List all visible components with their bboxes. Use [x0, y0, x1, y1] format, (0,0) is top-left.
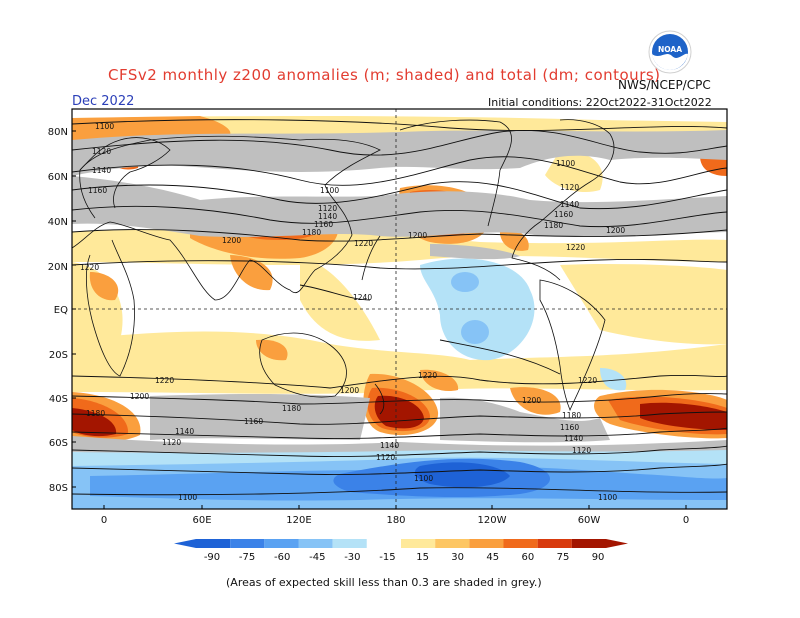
- contour-label-s1100: 1100: [414, 474, 433, 483]
- lon-tick-labels: 0 60E 120E 180 120W 60W 0: [101, 515, 689, 526]
- lat-20s: 20S: [49, 350, 68, 361]
- contour-label-s1140: 1140: [175, 427, 194, 436]
- noaa-logo-text: NOAA: [658, 45, 682, 54]
- lat-60n: 60N: [48, 172, 68, 183]
- contour-label-1140: 1140: [92, 166, 111, 175]
- contour-lines: [72, 119, 727, 496]
- lat-40n: 40N: [48, 217, 68, 228]
- contour-label-1220c: 1220: [566, 243, 585, 252]
- lon-0: 0: [101, 515, 107, 526]
- contour-label-s1120c: 1120: [572, 446, 591, 455]
- lat-40s: 40S: [49, 394, 68, 405]
- contour-label-1220: 1220: [354, 239, 373, 248]
- map-title: CFSv2 monthly z200 anomalies (m; shaded)…: [108, 66, 661, 84]
- contour-label-s1140c: 1140: [564, 434, 583, 443]
- contour-label-1100c: 1100: [556, 159, 575, 168]
- lat-20n: 20N: [48, 262, 68, 273]
- skill-footnote: (Areas of expected skill less than 0.3 a…: [226, 576, 542, 589]
- contour-label-s1180b: 1180: [282, 404, 301, 413]
- negative-anomaly-light: [420, 258, 627, 391]
- contour-labels: 1100 1120 1140 1160 1100 1120 1140 1160 …: [80, 122, 625, 502]
- contour-label-1140c: 1140: [560, 200, 579, 209]
- contour-label-1160: 1160: [88, 186, 107, 195]
- noaa-logo: NOAA: [648, 30, 692, 74]
- initial-conditions: Initial conditions: 22Oct2022-31Oct2022: [488, 96, 712, 109]
- lon-0-east: 0: [683, 515, 689, 526]
- contour-label-s1220: 1220: [155, 376, 174, 385]
- lat-tick-labels: 80N 60N 40N 20N EQ 20S 40S 60S 80S: [48, 127, 68, 494]
- contour-label-1200b: 1200: [408, 231, 427, 240]
- contour-label-1180c: 1180: [544, 221, 563, 230]
- contour-label-s1100c: 1100: [598, 493, 617, 502]
- contour-label-s1180: 1180: [86, 409, 105, 418]
- contour-label-1200c: 1200: [606, 226, 625, 235]
- contour-label-1100: 1100: [95, 122, 114, 131]
- contour-label-s1200c: 1200: [522, 396, 541, 405]
- lat-ticks: [72, 130, 76, 488]
- contour-label-1160c: 1160: [554, 210, 573, 219]
- lon-ticks: [103, 505, 687, 509]
- negative-anomaly-medium: [451, 272, 489, 344]
- contour-label-1180: 1180: [302, 228, 321, 237]
- lat-80s: 80S: [49, 483, 68, 494]
- lon-180: 180: [386, 515, 405, 526]
- lon-60e: 60E: [192, 515, 211, 526]
- contour-label-s1100b: 1100: [178, 493, 197, 502]
- negative-anomaly-south: [72, 450, 727, 509]
- contour-label-s1160c: 1160: [560, 423, 579, 432]
- low-skill-grey: [72, 130, 727, 460]
- contour-label-1200: 1200: [222, 236, 241, 245]
- contour-label-1100b: 1100: [320, 186, 339, 195]
- lon-120w: 120W: [478, 515, 507, 526]
- contour-label-s1120: 1120: [162, 438, 181, 447]
- contour-label-s1160: 1160: [244, 417, 263, 426]
- agency-label: NWS/NCEP/CPC: [618, 78, 711, 92]
- contour-label-s1140b: 1140: [380, 441, 399, 450]
- lon-120e: 120E: [286, 515, 311, 526]
- contour-label-1140b: 1140: [318, 212, 337, 221]
- lat-60s: 60S: [49, 438, 68, 449]
- coastlines: [72, 119, 615, 415]
- forecast-month: Dec 2022: [72, 94, 135, 109]
- lat-eq: EQ: [54, 305, 68, 316]
- contour-label-1120c: 1120: [560, 183, 579, 192]
- contour-label-s1220b: 1220: [418, 371, 437, 380]
- contour-label-s1120b: 1120: [376, 453, 395, 462]
- contour-label-1160b: 1160: [314, 220, 333, 229]
- lon-60w: 60W: [578, 515, 601, 526]
- contour-label-1240: 1240: [353, 293, 372, 302]
- contour-label-1120: 1120: [92, 147, 111, 156]
- lat-80n: 80N: [48, 127, 68, 138]
- grid-lines: [72, 109, 727, 509]
- contour-label-1120b: 1120: [318, 204, 337, 213]
- contour-label-s1220c: 1220: [578, 376, 597, 385]
- contour-label-s1200b: 1200: [340, 386, 359, 395]
- contour-label-s1180c: 1180: [562, 411, 581, 420]
- contour-label-s1200: 1200: [130, 392, 149, 401]
- contour-label-1220b: 1220: [80, 263, 99, 272]
